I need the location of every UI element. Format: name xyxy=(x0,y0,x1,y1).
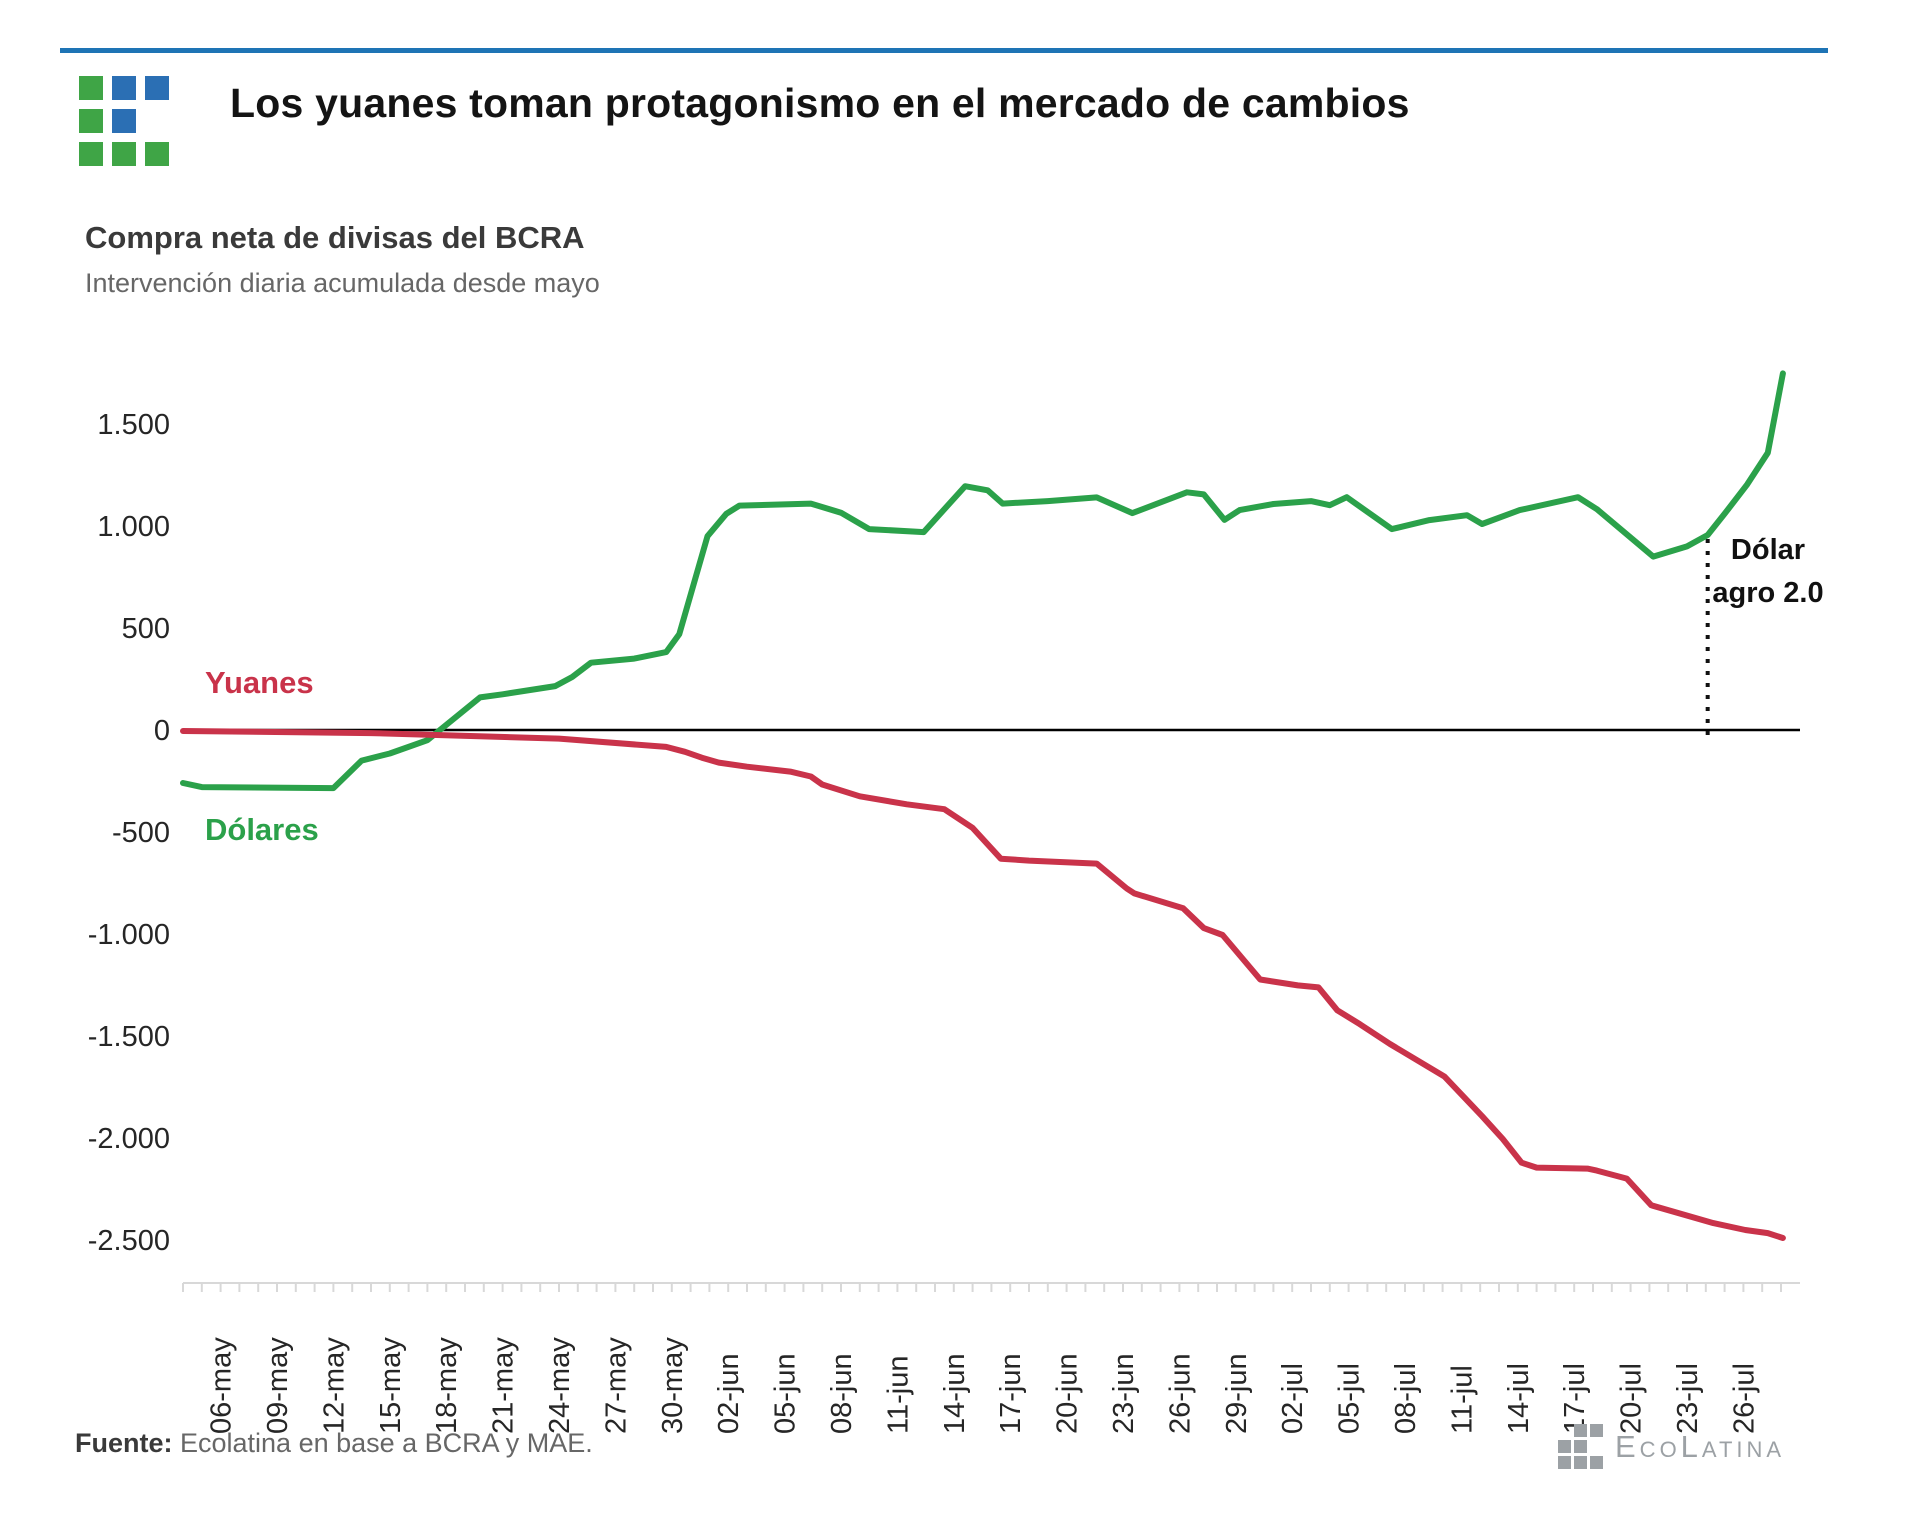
brand-name: EcoLatina xyxy=(1615,1428,1786,1464)
x-tick-label: 26-jul xyxy=(1728,1363,1760,1434)
x-tick-label: 23-jul xyxy=(1672,1363,1704,1434)
y-tick-label: 0 xyxy=(154,715,170,747)
y-tick-label: -1.000 xyxy=(88,919,170,951)
logo-square xyxy=(1590,1424,1603,1437)
logo-square xyxy=(1574,1440,1587,1453)
x-tick-label: 24-may xyxy=(544,1337,576,1434)
brand-lockup: EcoLatina xyxy=(1558,1424,1785,1469)
x-tick-label: 05-jul xyxy=(1334,1363,1366,1434)
x-tick-label: 05-jun xyxy=(770,1353,802,1434)
x-tick-label: 20-jun xyxy=(1052,1353,1084,1434)
annotation-line-2: agro 2.0 xyxy=(1712,577,1824,609)
logo-square xyxy=(79,76,103,100)
ecolatina-logo-icon xyxy=(79,76,169,166)
y-tick-label: 500 xyxy=(122,613,170,645)
x-tick-label: 21-may xyxy=(488,1337,520,1434)
x-tick-label: 11-jul xyxy=(1446,1365,1478,1434)
x-tick-label: 08-jun xyxy=(826,1353,858,1434)
x-tick-label: 18-may xyxy=(431,1337,463,1434)
y-tick-label: 1.500 xyxy=(97,409,170,441)
page-title: Los yuanes toman protagonismo en el merc… xyxy=(230,80,1410,126)
y-tick-label: 1.000 xyxy=(97,511,170,543)
y-tick-label: -2.500 xyxy=(88,1225,170,1257)
x-tick-label: 27-may xyxy=(600,1337,632,1434)
x-tick-label: 14-jul xyxy=(1503,1363,1535,1434)
chart-caption: Intervención diaria acumulada desde mayo xyxy=(85,268,600,298)
x-tick-label: 15-may xyxy=(375,1337,407,1434)
logo-square xyxy=(1590,1456,1603,1469)
annotation-dolar-agro: Dólar agro 2.0 xyxy=(1708,529,1828,615)
source-note: Fuente: Ecolatina en base a BCRA y MAE. xyxy=(75,1428,593,1459)
x-tick-label: 17-jun xyxy=(995,1353,1027,1434)
x-tick-label: 02-jul xyxy=(1277,1363,1309,1434)
x-tick-label: 17-jul xyxy=(1559,1363,1591,1434)
logo-square xyxy=(145,76,169,100)
dolares-line xyxy=(180,370,1786,792)
logo-square xyxy=(112,76,136,100)
logo-square xyxy=(79,142,103,166)
x-tick-label: 23-jun xyxy=(1108,1353,1140,1434)
x-tick-label: 06-may xyxy=(206,1337,238,1434)
legend-dolares: Dólares xyxy=(205,812,319,847)
x-tick-label: 11-jun xyxy=(882,1356,914,1434)
x-tick-label: 08-jul xyxy=(1390,1363,1422,1434)
logo-square xyxy=(79,109,103,133)
logo-square xyxy=(1574,1424,1587,1437)
logo-square xyxy=(1558,1456,1571,1469)
legend-yuanes: Yuanes xyxy=(205,665,314,700)
logo-square xyxy=(1590,1440,1603,1453)
x-tick-label: 12-may xyxy=(318,1337,350,1434)
logo-square xyxy=(112,109,136,133)
header-rule xyxy=(60,48,1828,53)
x-tick-label: 14-jun xyxy=(939,1353,971,1434)
y-tick-label: -500 xyxy=(112,817,170,849)
logo-square xyxy=(1574,1456,1587,1469)
chart-title: Compra neta de divisas del BCRA xyxy=(85,220,585,255)
logo-square xyxy=(1558,1440,1571,1453)
annotation-line-1: Dólar xyxy=(1730,534,1806,566)
logo-square xyxy=(112,142,136,166)
y-tick-label: -1.500 xyxy=(88,1021,170,1053)
x-tick-label: 26-jun xyxy=(1164,1353,1196,1434)
source-text: Ecolatina en base a BCRA y MAE. xyxy=(172,1428,593,1458)
logo-square xyxy=(145,142,169,166)
source-label: Fuente: xyxy=(75,1428,173,1458)
x-tick-label: 30-may xyxy=(657,1337,689,1434)
x-tick-label: 20-jul xyxy=(1616,1363,1648,1434)
logo-square xyxy=(1558,1424,1571,1437)
x-tick-label: 09-may xyxy=(262,1337,294,1434)
x-tick-label: 02-jun xyxy=(713,1353,745,1434)
y-tick-label: -2.000 xyxy=(88,1123,170,1155)
brand-grid-icon xyxy=(1558,1424,1603,1469)
yuanes-line xyxy=(180,728,1786,1241)
x-tick-label: 29-jun xyxy=(1221,1353,1253,1434)
